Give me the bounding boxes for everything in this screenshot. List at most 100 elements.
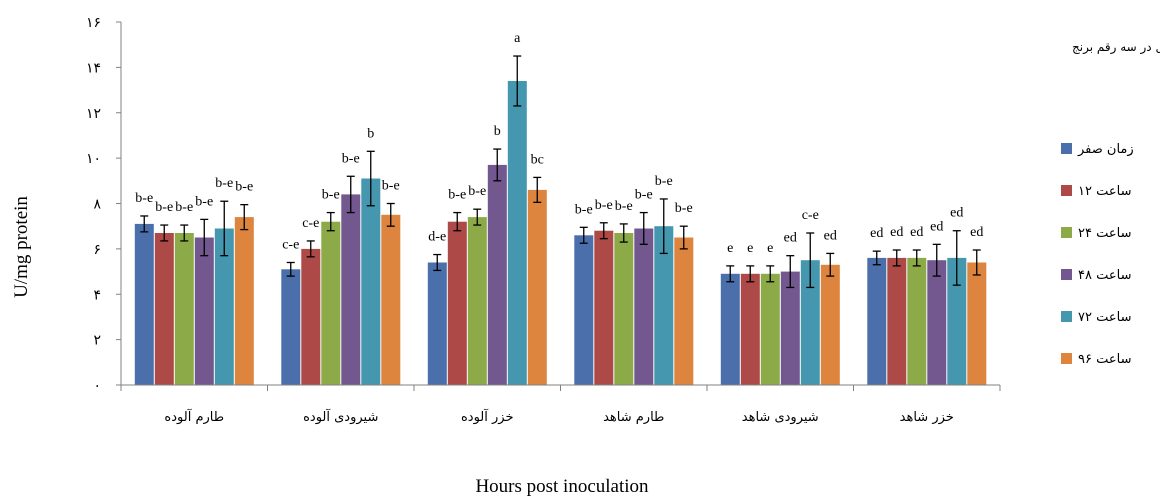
- significance-letter: b-e: [675, 201, 693, 216]
- error-bar: [306, 240, 315, 258]
- error-bar: [326, 211, 335, 232]
- significance-letter: b: [367, 126, 374, 141]
- legend-label: زمان صفر: [1077, 142, 1134, 157]
- error-bar: [599, 222, 608, 240]
- error-bar: [726, 265, 735, 283]
- legend-item: ۷۲ ساعت: [1061, 310, 1132, 325]
- significance-letter: ed: [870, 226, 883, 241]
- significance-letter: b: [494, 124, 501, 139]
- bar: [760, 273, 780, 385]
- error-bar: [533, 176, 542, 204]
- error-bar: [639, 211, 648, 245]
- significance-letter: a: [514, 31, 521, 46]
- x-axis-title: Hours post inoculation: [475, 476, 649, 497]
- error-bar: [579, 226, 588, 244]
- bar: [301, 248, 321, 385]
- error-bar: [679, 225, 688, 250]
- legend-swatch: [1061, 269, 1072, 280]
- error-bar: [932, 243, 941, 277]
- bar: [134, 223, 154, 385]
- significance-letter: e: [727, 241, 733, 256]
- error-bar: [619, 223, 628, 243]
- error-bar: [746, 265, 755, 283]
- significance-letter: b-e: [468, 184, 486, 199]
- significance-letter: b-e: [175, 200, 193, 215]
- significance-letter: c-e: [282, 238, 299, 253]
- error-bar: [493, 148, 502, 182]
- significance-letter: ed: [784, 231, 797, 246]
- significance-letter: b-e: [448, 188, 466, 203]
- bar: [234, 217, 254, 385]
- error-bar: [826, 252, 835, 277]
- legend-label: ۱۲ ساعت: [1078, 184, 1132, 199]
- y-tick-label: ۱۴: [86, 60, 101, 76]
- bar: [381, 214, 401, 385]
- significance-letter: ed: [890, 225, 903, 240]
- legend-item: زمان صفر: [1061, 142, 1134, 157]
- legend-swatch: [1061, 311, 1072, 322]
- legend-item: ۹۶ ساعت: [1061, 352, 1132, 367]
- significance-letter: b-e: [655, 174, 673, 189]
- legend-swatch: [1061, 227, 1072, 238]
- bar: [820, 264, 840, 385]
- error-bar: [220, 200, 229, 257]
- bar: [194, 237, 214, 385]
- x-tick-label: خزر شاهد: [900, 410, 954, 425]
- significance-letter: e: [747, 241, 753, 256]
- bar: [361, 178, 381, 385]
- error-bar: [473, 208, 482, 226]
- bar: [214, 228, 234, 385]
- significance-letter: b-e: [635, 188, 653, 203]
- error-bar: [786, 255, 795, 289]
- error-bar: [180, 224, 189, 242]
- bar: [154, 233, 174, 385]
- error-bar: [346, 175, 355, 214]
- significance-letter: b-e: [215, 176, 233, 191]
- error-bar: [972, 249, 981, 276]
- x-tick-label: شیرودی شاهد: [742, 410, 819, 425]
- y-tick-label: ۲: [93, 333, 101, 349]
- bar: [654, 226, 674, 385]
- error-bar: [160, 224, 169, 242]
- y-axis-title: U/mg protein: [11, 196, 32, 298]
- legend: زمان صفر ۱۲ ساعت ۲۴ ساعت ۴۸ ساعت ۷۲ ساعت ۹۶ س…: [1061, 142, 1134, 367]
- legend-label: ۷۲ ساعت: [1078, 310, 1132, 325]
- error-bar: [366, 150, 375, 207]
- legend-label: ۹۶ ساعت: [1078, 352, 1132, 367]
- y-tick-label: ۸: [93, 197, 101, 213]
- error-bar: [766, 265, 775, 283]
- bar: [574, 235, 594, 385]
- bar: [800, 260, 820, 385]
- error-bar: [892, 249, 901, 267]
- significance-letter: b-e: [155, 200, 173, 215]
- significance-letter: b-e: [595, 198, 613, 213]
- bar: [321, 221, 341, 385]
- legend-swatch: [1061, 185, 1072, 196]
- bar: [281, 269, 301, 385]
- legend-item: ۱۲ ساعت: [1061, 184, 1132, 199]
- significance-letter: c-e: [802, 208, 819, 223]
- legend-item: ۲۴ ساعت: [1061, 226, 1132, 241]
- significance-letter: b-e: [195, 194, 213, 209]
- bar: [967, 262, 987, 385]
- y-tick-label: ۱۰: [86, 151, 101, 167]
- significance-letter: ed: [824, 228, 837, 243]
- bar: [594, 230, 614, 385]
- bar: [614, 233, 634, 385]
- legend-label: ۴۸ ساعت: [1078, 268, 1132, 283]
- x-tick-label: طارم شاهد: [603, 410, 664, 425]
- bar: [947, 257, 967, 385]
- y-tick-label: ۱۶: [86, 15, 101, 31]
- bar: [487, 164, 507, 385]
- bar: [740, 273, 760, 385]
- bar: [427, 262, 447, 385]
- bar: [867, 257, 887, 385]
- error-bar: [386, 202, 395, 227]
- bar: [527, 189, 547, 385]
- bar: [447, 221, 467, 385]
- significance-letter: e: [767, 241, 773, 256]
- significance-letter: b-e: [342, 151, 360, 166]
- error-bar: [140, 215, 149, 233]
- error-bar: [453, 211, 462, 232]
